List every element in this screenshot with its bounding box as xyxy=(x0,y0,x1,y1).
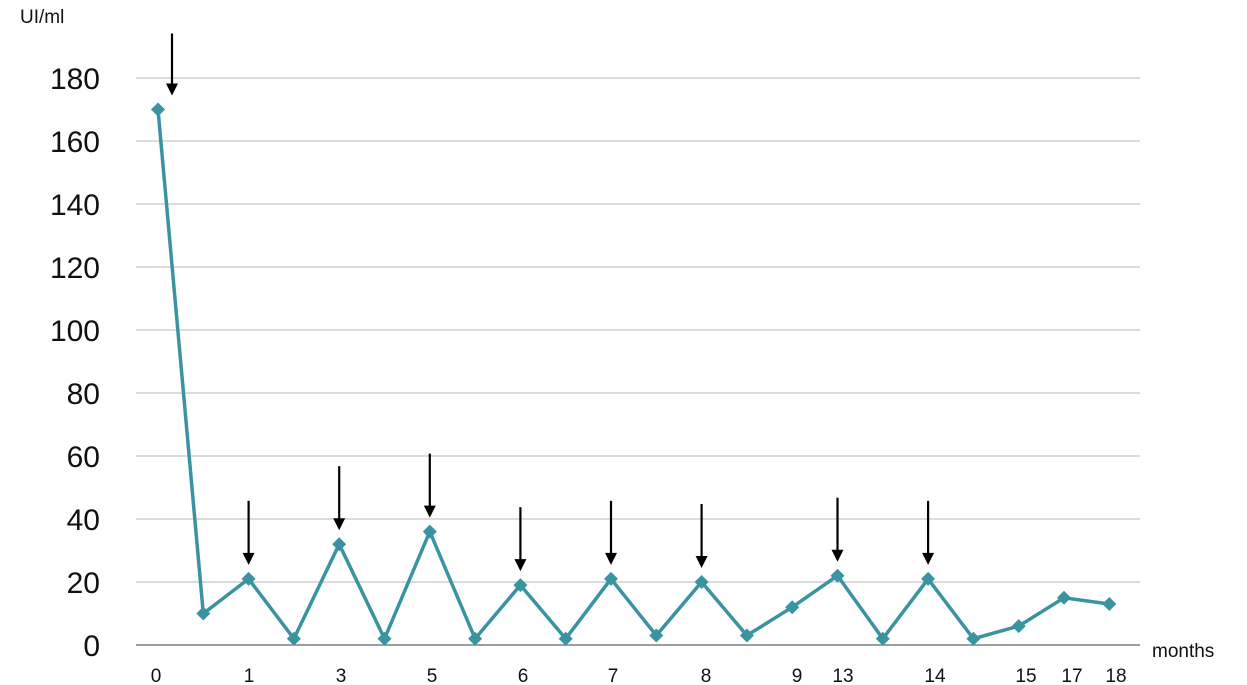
y-axis-title: UI/ml xyxy=(20,7,64,28)
y-tick-label: 100 xyxy=(50,315,100,348)
x-tick-label: 9 xyxy=(792,666,803,685)
data-point xyxy=(604,571,618,586)
dose-arrow xyxy=(242,500,255,565)
series-line xyxy=(156,109,1110,643)
data-point xyxy=(1011,619,1026,634)
x-tick-label: 13 xyxy=(832,666,853,685)
dose-arrow xyxy=(695,504,708,568)
dose-arrow xyxy=(166,33,178,96)
dose-arrow xyxy=(514,507,527,572)
data-point xyxy=(422,524,437,539)
y-tick-label: 120 xyxy=(50,252,100,285)
dose-arrows xyxy=(166,33,935,572)
x-tick-label: 8 xyxy=(701,666,712,685)
data-point xyxy=(513,578,528,593)
data-point xyxy=(377,631,392,646)
y-tick-label: 60 xyxy=(67,441,100,474)
gridlines xyxy=(136,77,1140,583)
y-tick-label: 160 xyxy=(50,126,100,159)
data-point xyxy=(1057,590,1071,605)
x-tick-label: 6 xyxy=(518,666,529,685)
series-line-layer xyxy=(156,109,1110,643)
series-markers xyxy=(151,102,1117,646)
y-tick-label: 180 xyxy=(50,63,100,96)
dose-arrow xyxy=(922,500,935,565)
data-point xyxy=(286,631,301,646)
data-point xyxy=(694,575,709,589)
x-axis-title: months xyxy=(1152,641,1214,662)
dose-arrow xyxy=(831,497,844,562)
y-tick-labels: 0 20 40 60 80 100 120 140 160 180 xyxy=(50,63,100,663)
x-tick-label: 1 xyxy=(244,666,255,685)
data-point xyxy=(241,571,256,586)
y-tick-label: 140 xyxy=(50,189,100,222)
x-tick-label: 14 xyxy=(924,666,946,685)
x-tick-label: 3 xyxy=(336,666,347,685)
x-tick-label: 17 xyxy=(1061,666,1082,685)
data-point xyxy=(1102,597,1117,612)
y-tick-label: 20 xyxy=(67,567,100,600)
data-point xyxy=(739,628,754,643)
y-tick-label: 0 xyxy=(83,630,100,663)
y-tick-label: 40 xyxy=(67,504,100,537)
x-tick-label: 5 xyxy=(427,666,438,685)
dose-arrow xyxy=(423,453,436,518)
data-point xyxy=(785,600,800,615)
y-tick-label: 80 xyxy=(67,378,100,411)
x-tick-label: 18 xyxy=(1105,666,1126,685)
data-point xyxy=(830,568,845,583)
data-point xyxy=(966,631,981,646)
x-tick-label: 0 xyxy=(151,666,162,685)
x-tick-label: 15 xyxy=(1015,666,1036,685)
x-tick-labels: 0 1 3 5 6 7 8 9 13 14 15 17 18 xyxy=(151,666,1127,685)
data-point xyxy=(151,102,165,117)
data-point xyxy=(875,631,890,646)
data-point xyxy=(649,628,664,643)
dose-arrow xyxy=(605,500,617,565)
data-point xyxy=(332,537,347,552)
x-tick-label: 7 xyxy=(608,666,619,685)
data-point xyxy=(196,606,211,621)
data-point xyxy=(921,571,936,586)
data-point xyxy=(558,631,573,646)
data-point xyxy=(468,631,483,646)
dose-arrow xyxy=(333,466,346,531)
